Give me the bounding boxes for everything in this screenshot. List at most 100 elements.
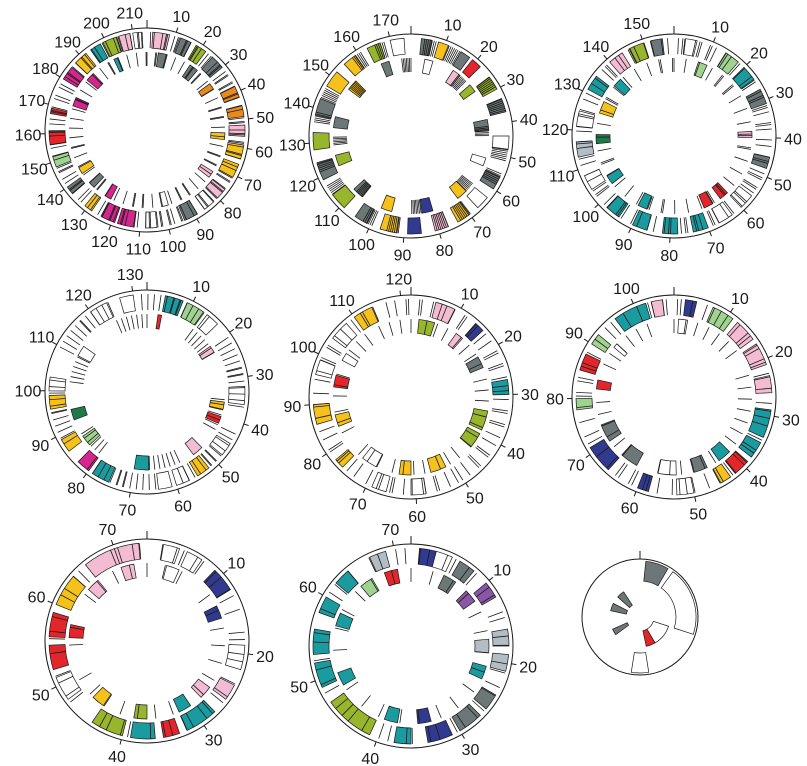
hairline-feature <box>696 195 703 209</box>
hairline-feature <box>725 460 737 474</box>
hairline-feature <box>99 712 108 727</box>
hairline-feature <box>428 571 434 585</box>
hairline-feature <box>116 36 123 53</box>
inner-feature <box>621 444 644 466</box>
hairline-feature <box>679 299 682 316</box>
tick-mark <box>496 190 502 195</box>
hairline-feature <box>736 408 751 412</box>
inner-feature <box>468 662 487 680</box>
inner-feature <box>690 454 708 473</box>
hairline-feature <box>457 593 469 604</box>
hairline-feature <box>49 403 66 407</box>
hairline-feature <box>320 359 336 367</box>
hairline-feature <box>101 42 110 58</box>
outer-feature <box>212 677 235 700</box>
hairline-feature <box>391 570 396 585</box>
hairline-feature <box>80 190 92 203</box>
hairline-feature <box>486 167 502 175</box>
tick-mark <box>218 464 223 469</box>
hairline-feature <box>747 172 762 181</box>
hairline-feature <box>576 130 593 133</box>
hairline-feature <box>350 86 362 96</box>
tick-mark <box>465 482 469 488</box>
hairline-feature <box>95 308 105 323</box>
hairline-feature <box>444 46 452 62</box>
hairline-feature <box>705 67 713 81</box>
hairline-feature <box>316 157 333 164</box>
tick-mark <box>196 218 200 224</box>
hairline-feature <box>461 174 473 185</box>
hairline-feature <box>610 321 622 335</box>
tick-label: 30 <box>776 85 794 102</box>
tick-label: 70 <box>349 496 367 513</box>
tick-label: 90 <box>565 326 583 343</box>
hairline-feature <box>667 38 669 55</box>
hairline-feature <box>405 727 408 744</box>
hairline-feature <box>480 84 495 94</box>
hairline-feature <box>205 187 218 200</box>
hairline-feature <box>168 719 174 736</box>
hairline-feature <box>212 178 226 189</box>
hairline-feature <box>117 36 124 52</box>
hairline-feature <box>451 337 462 349</box>
hairline-feature <box>196 343 209 353</box>
hairline-feature <box>210 627 224 631</box>
tick-mark <box>630 298 634 304</box>
hairline-feature <box>670 217 672 234</box>
hairline-feature <box>723 176 735 186</box>
hairline-feature <box>434 475 441 491</box>
hairline-feature <box>122 471 128 488</box>
hairline-feature <box>440 305 448 321</box>
tick-mark <box>82 473 87 479</box>
hairline-feature <box>750 361 766 369</box>
outer-feature <box>335 570 359 594</box>
outer-feature <box>156 470 173 490</box>
hairline-feature <box>83 166 95 176</box>
hairline-feature <box>52 151 69 158</box>
hairline-feature <box>348 349 361 359</box>
hairline-feature <box>168 701 174 715</box>
tick-label: 30 <box>462 742 480 759</box>
hairline-feature <box>333 649 348 651</box>
hairline-feature <box>72 182 85 194</box>
tick-label: 160 <box>333 29 360 46</box>
hairline-feature <box>694 62 701 76</box>
hairline-feature <box>66 335 81 346</box>
tick-mark <box>391 540 394 546</box>
hairline-feature <box>77 356 91 364</box>
hairline-feature <box>172 37 179 53</box>
hairline-feature <box>51 106 68 111</box>
inner-feature <box>599 101 618 118</box>
hairline-feature <box>418 199 422 214</box>
hairline-feature <box>119 208 126 225</box>
hairline-feature <box>488 365 505 372</box>
outer-feature <box>180 302 204 326</box>
outer-feature <box>84 192 102 212</box>
hairline-feature <box>227 374 244 378</box>
tick-mark <box>709 231 712 237</box>
hairline-feature <box>153 704 157 719</box>
hairline-feature <box>755 128 772 131</box>
tick-group: 10 20 30 40 50 60 70 80 90 100 <box>546 281 800 524</box>
hairline-feature <box>226 367 243 373</box>
outer-feature <box>661 217 679 235</box>
outer-feature <box>589 438 620 471</box>
hairline-feature <box>58 675 74 684</box>
hairline-feature <box>476 445 491 456</box>
hairline-feature <box>336 450 350 462</box>
hairline-feature <box>127 721 132 738</box>
outer-feature <box>424 719 453 743</box>
hairline-feature <box>90 311 101 326</box>
inner-feature <box>458 84 476 100</box>
hairline-feature <box>718 315 729 329</box>
hairline-feature <box>633 68 642 82</box>
hairline-feature <box>629 48 638 64</box>
hairline-feature <box>180 40 188 56</box>
hairline-feature <box>662 199 665 214</box>
hairline-feature <box>187 332 198 344</box>
inner-feature <box>70 405 88 421</box>
tick-mark <box>746 468 751 473</box>
hairline-feature <box>713 74 723 87</box>
tick-label: 10 <box>493 563 511 580</box>
hairline-feature <box>402 460 405 475</box>
